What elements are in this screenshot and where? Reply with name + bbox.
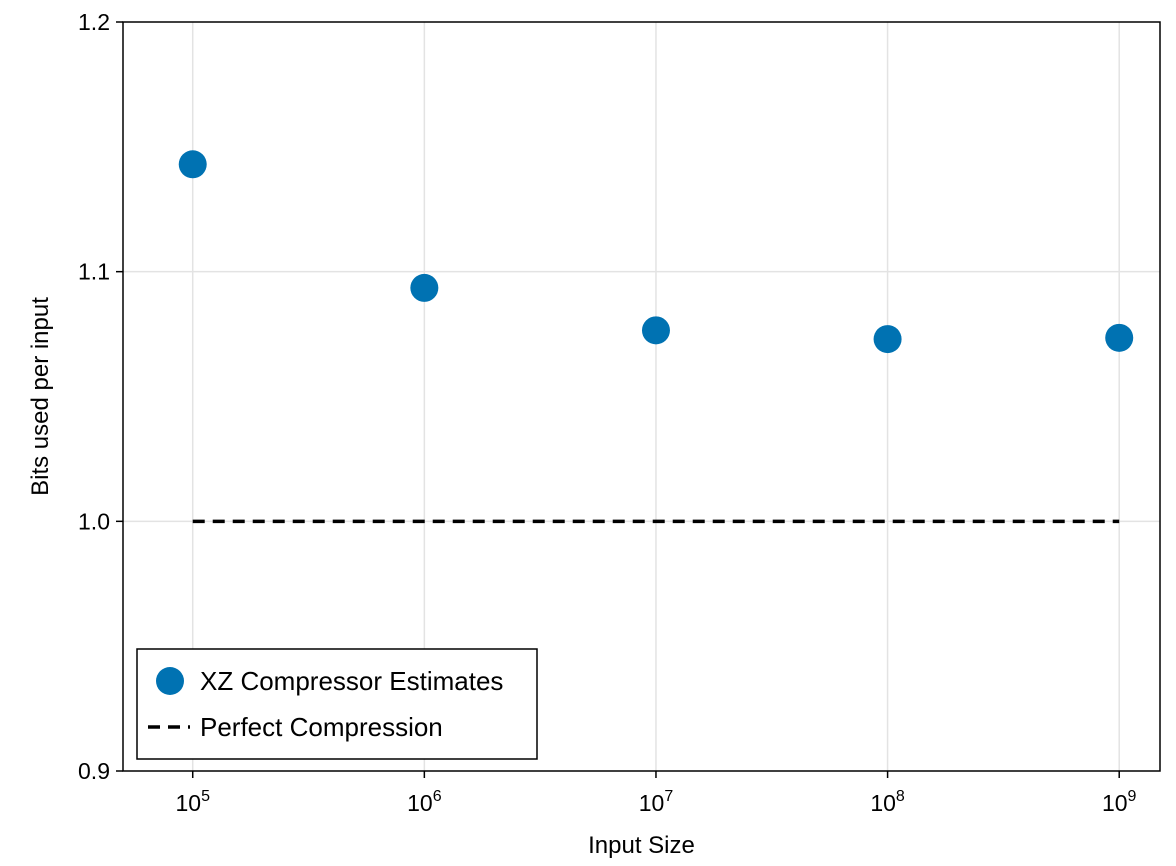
y-axis-label: Bits used per input <box>27 297 54 496</box>
x-tick-label: 107 <box>639 788 674 816</box>
x-tick-label: 108 <box>870 788 905 816</box>
x-tick-label: 105 <box>175 788 210 816</box>
data-point <box>1105 323 1134 352</box>
x-tick-label: 109 <box>1102 788 1137 816</box>
data-point <box>410 273 439 302</box>
y-tick-label: 1.0 <box>78 508 110 534</box>
y-tick-label: 0.9 <box>78 758 110 784</box>
y-tick-label: 1.1 <box>78 259 110 285</box>
plot-frame <box>122 21 1161 772</box>
series-layer <box>178 150 1134 524</box>
data-point <box>873 325 902 354</box>
tick-marks <box>116 21 1120 778</box>
legend: XZ Compressor Estimates Perfect Compress… <box>136 648 538 760</box>
tick-labels: 105 106 107 108 109 0.9 1.0 1.1 1.2 <box>78 9 1137 816</box>
legend-marker-xz-estimates <box>156 667 184 695</box>
x-tick-label: 106 <box>407 788 442 816</box>
data-point <box>178 150 207 179</box>
legend-box <box>136 648 538 760</box>
legend-label-xz-estimates: XZ Compressor Estimates <box>200 666 503 696</box>
y-tick-label: 1.2 <box>78 9 110 35</box>
legend-label-perfect-compression: Perfect Compression <box>200 712 443 742</box>
data-point <box>641 316 670 345</box>
x-axis-label: Input Size <box>588 832 695 859</box>
